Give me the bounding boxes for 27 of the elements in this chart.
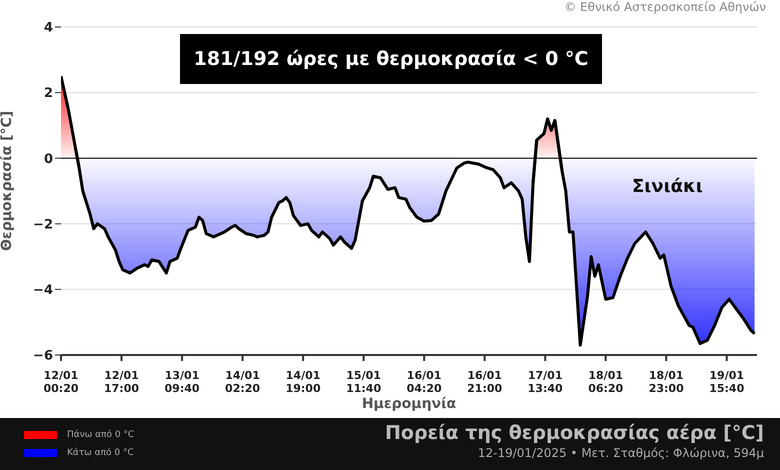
y-tick-label: 2 <box>44 86 53 102</box>
x-tick-label: 14/01 02:20 <box>225 369 260 395</box>
x-tick-label: 12/01 17:00 <box>104 369 140 395</box>
y-tick-label: −6 <box>33 348 53 364</box>
y-tick-label: 4 <box>44 20 53 36</box>
x-tick-label: 18/01 06:20 <box>588 369 624 395</box>
legend-label: Κάτω από 0 °C <box>67 448 134 458</box>
y-tick-label: 0 <box>44 152 53 167</box>
x-tick-label: 18/01 23:00 <box>648 369 684 395</box>
text: 12-19/01/2025 • Μετ. Σταθμός: Φλώρινα, 594μ <box>476 446 764 460</box>
x-tick-label: 16/01 21:00 <box>467 369 503 395</box>
text: Πορεία της θερμοκρασίας αέρα [°C] <box>385 422 764 444</box>
x-tick-label: 17/01 13:40 <box>528 369 564 395</box>
x-axis-title: Ημερομηνία <box>362 396 457 412</box>
text: © Εθνικό Αστεροσκοπείο Αθηνών <box>564 0 766 14</box>
y-tick-label: −4 <box>33 283 53 298</box>
x-tick-label: 13/01 09:40 <box>164 369 200 395</box>
x-tick-label: 15/01 11:40 <box>346 369 382 395</box>
y-axis-title: Θερμοκρασία [°C] <box>0 110 15 251</box>
x-tick-label: 16/01 04:20 <box>406 369 442 395</box>
x-tick-label: 14/01 19:00 <box>286 369 321 395</box>
legend-label: Πάνω από 0 °C <box>67 430 134 440</box>
x-tick-label: 12/01 00:20 <box>43 369 79 395</box>
annotation: Σινιάκι <box>632 176 703 197</box>
y-tick-label: −2 <box>33 217 53 232</box>
x-tick-label: 19/01 15:40 <box>709 369 745 395</box>
annotation: 181/192 ώρες με θερμοκρασία < 0 °C <box>180 34 602 84</box>
